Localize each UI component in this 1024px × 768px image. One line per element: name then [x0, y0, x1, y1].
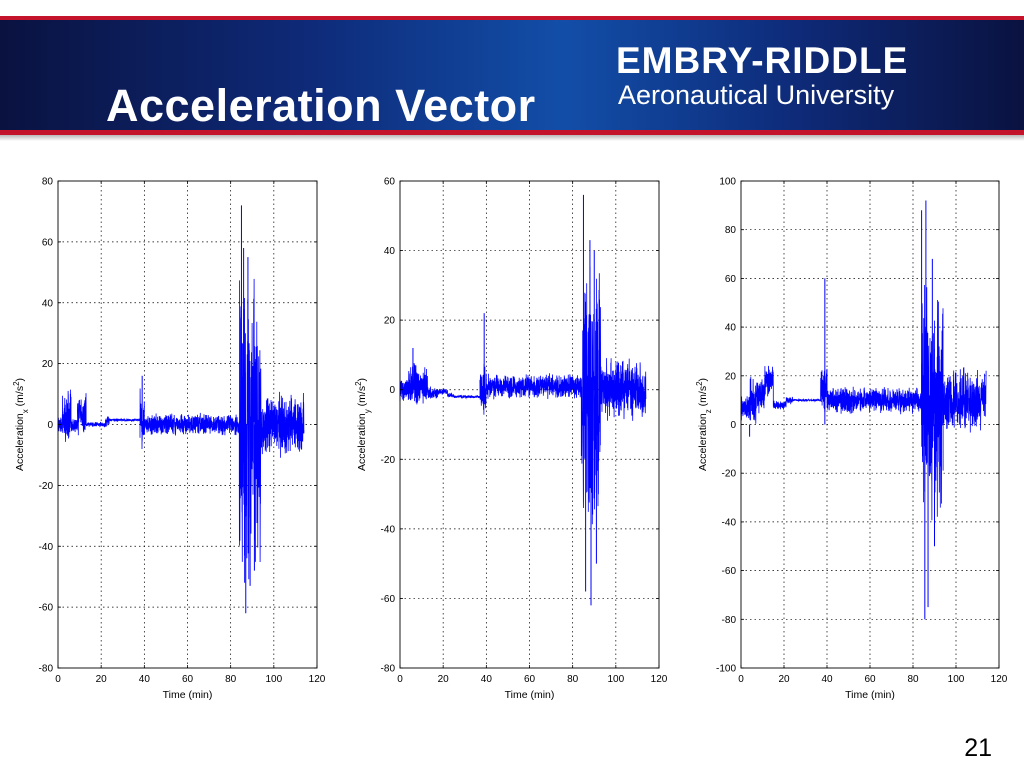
y-tick-label: 60 — [42, 237, 54, 248]
series-spikes — [412, 194, 597, 606]
x-tick-label: 100 — [265, 674, 282, 685]
x-tick-label: 40 — [139, 674, 151, 685]
y-tick-label: 0 — [389, 385, 395, 396]
x-tick-label: 60 — [864, 674, 876, 685]
y-label-component: x — [21, 409, 30, 413]
y-label-quantity: Acceleration — [697, 413, 709, 471]
y-tick-label: 0 — [47, 420, 53, 431]
y-tick-label: 60 — [725, 274, 737, 285]
y-label-unit-close: ) — [697, 378, 709, 382]
y-label-unit-exponent: 2 — [695, 381, 704, 386]
x-axis-label: Time (min) — [845, 689, 895, 701]
banner-bottom-rule — [0, 130, 1024, 135]
x-tick-label: 80 — [225, 674, 237, 685]
y-tick-label: 40 — [42, 298, 54, 309]
x-tick-label: 120 — [309, 674, 326, 685]
x-tick-label: 80 — [567, 674, 579, 685]
y-label-unit-close: ) — [14, 378, 26, 382]
slide-title: Acceleration Vector — [106, 80, 536, 131]
logo-name: EMBRY-RIDDLE — [616, 40, 909, 81]
series-spikes — [141, 205, 255, 614]
y-tick-label: 60 — [384, 177, 396, 188]
banner-band — [0, 20, 1024, 130]
y-axis-label: Accelerationx (m/s2) — [12, 378, 30, 471]
x-tick-label: 100 — [948, 674, 965, 685]
y-tick-label: 40 — [384, 246, 396, 257]
y-tick-label: 20 — [42, 359, 54, 370]
x-tick-label: 0 — [55, 674, 61, 685]
x-tick-label: 120 — [651, 674, 668, 685]
y-tick-label: -80 — [39, 664, 54, 675]
y-tick-label: -40 — [39, 542, 54, 553]
y-tick-label: -60 — [722, 566, 737, 577]
y-label-unit: (m/s — [697, 386, 709, 409]
title-banner: Acceleration Vector EMBRY-RIDDLE Aeronau… — [0, 0, 1024, 142]
y-label-unit: (m/s — [14, 386, 26, 409]
university-logo: EMBRY-RIDDLE Aeronautical University — [612, 40, 992, 112]
y-label-quantity: Acceleration — [14, 413, 26, 471]
x-tick-label: 0 — [738, 674, 744, 685]
page-number: 21 — [964, 734, 992, 762]
y-tick-label: -80 — [722, 615, 737, 626]
y-tick-label: -40 — [381, 524, 396, 535]
y-tick-label: 40 — [725, 323, 737, 334]
banner-top-rule — [0, 16, 1024, 20]
acceleration-x-chart: 0 20 40 60 80 100 120 -80 -60 -40 -20 0 20 40 60 80 Time… — [12, 177, 326, 702]
x-tick-label: 20 — [438, 674, 450, 685]
x-tick-label: 20 — [778, 674, 790, 685]
x-axis-label: Time (min) — [505, 689, 555, 701]
acceleration-z-chart: 0 20 40 60 80 100 120 -100 -80 -60 -40 -20 0 20 40 60 80… — [695, 177, 1008, 702]
logo-subtitle: Aeronautical University — [618, 80, 895, 110]
x-tick-label: 60 — [524, 674, 536, 685]
y-label-component: z — [704, 409, 713, 413]
y-tick-label: -40 — [722, 517, 737, 528]
acceleration-y-chart: 0 20 40 60 80 100 120 -80 -60 -40 -20 0 20 40 60 Time (… — [354, 177, 668, 702]
y-axis-label: Accelerationz (m/s2) — [695, 378, 713, 471]
y-tick-label: -20 — [39, 481, 54, 492]
y-tick-label: 100 — [719, 177, 736, 188]
y-tick-label: -60 — [381, 594, 396, 605]
x-tick-label: 40 — [481, 674, 493, 685]
y-tick-label: -100 — [716, 664, 736, 675]
series-spikes — [749, 200, 935, 620]
y-label-unit-exponent: 2 — [12, 381, 21, 386]
axis-ticks — [399, 180, 660, 669]
y-label-quantity: Acceleration — [356, 413, 368, 471]
x-tick-label: 0 — [397, 674, 403, 685]
x-tick-label: 120 — [991, 674, 1008, 685]
y-label-component: y — [363, 409, 372, 413]
x-tick-label: 100 — [607, 674, 624, 685]
y-tick-label: -80 — [381, 664, 396, 675]
series-trace — [57, 278, 305, 580]
x-axis-label: Time (min) — [163, 689, 213, 701]
y-tick-label: -60 — [39, 603, 54, 614]
y-tick-label: 0 — [730, 420, 736, 431]
y-label-unit-close: ) — [356, 378, 368, 382]
y-tick-label: -20 — [722, 469, 737, 480]
axis-ticks — [740, 180, 1000, 669]
axis-ticks — [57, 180, 318, 669]
x-tick-label: 40 — [821, 674, 833, 685]
banner-shadow — [0, 135, 1024, 141]
y-tick-label: 80 — [725, 225, 737, 236]
series-trace — [740, 284, 987, 521]
y-tick-label: 20 — [384, 316, 396, 327]
x-tick-label: 20 — [96, 674, 108, 685]
series-trace — [399, 266, 647, 525]
gridlines — [741, 181, 999, 668]
y-axis-label: Accelerationy (m/s2) — [354, 378, 372, 471]
y-tick-label: -20 — [381, 455, 396, 466]
x-tick-label: 60 — [182, 674, 194, 685]
y-label-unit-exponent: 2 — [354, 381, 363, 386]
x-tick-label: 80 — [907, 674, 919, 685]
y-tick-label: 80 — [42, 177, 54, 188]
y-tick-label: 20 — [725, 371, 737, 382]
gridlines — [400, 181, 659, 668]
y-label-unit: (m/s — [356, 386, 368, 409]
